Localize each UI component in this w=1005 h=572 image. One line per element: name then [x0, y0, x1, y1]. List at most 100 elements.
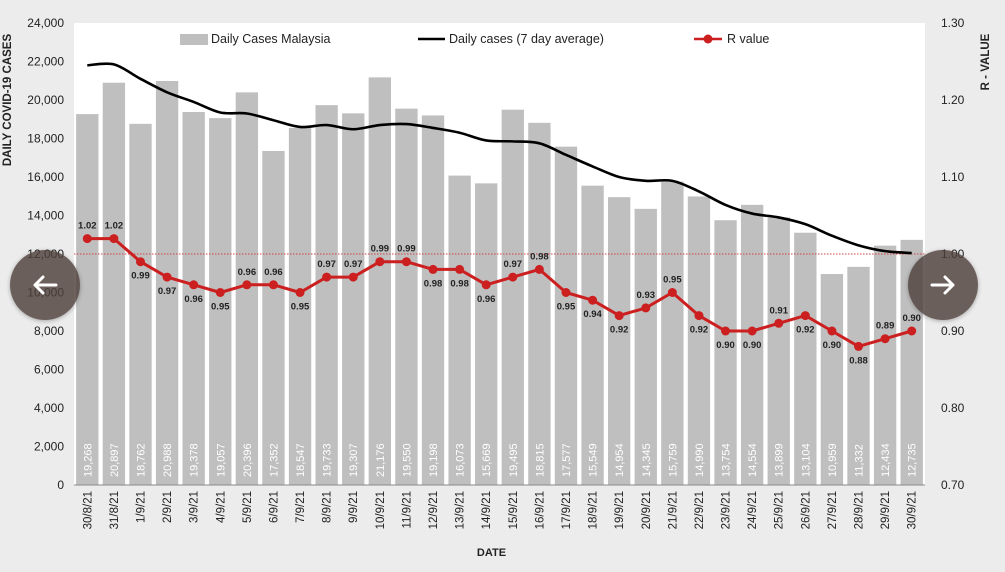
bar-value-label: 14,990 — [694, 443, 706, 477]
r-value-label: 0.98 — [530, 251, 549, 262]
x-tick-label: 29/9/21 — [880, 491, 892, 529]
y-tick-label: 18,000 — [27, 132, 64, 146]
bar — [421, 115, 445, 485]
bar-value-label: 20,396 — [242, 443, 254, 477]
r-value-label: 0.92 — [610, 325, 629, 336]
bar — [767, 217, 790, 485]
r-value-line — [87, 237, 913, 348]
bar-value-label: 19,198 — [428, 443, 440, 477]
r-value-label: 0.99 — [397, 244, 416, 255]
next-button[interactable] — [908, 250, 978, 320]
y-tick-label: 4,000 — [34, 401, 64, 415]
r-value-point — [854, 341, 864, 351]
r-value-point — [534, 264, 544, 274]
bar — [395, 108, 418, 485]
bar — [608, 197, 631, 485]
x-tick-label: 24/9/21 — [747, 491, 759, 529]
arrow-right-icon — [930, 275, 955, 295]
r-value-point — [907, 326, 917, 336]
legend-marker-r — [703, 34, 713, 44]
bar-value-label: 19,733 — [322, 443, 334, 477]
x-tick-label: 25/9/21 — [774, 491, 786, 529]
r-value-point — [481, 280, 491, 290]
bar — [794, 232, 817, 485]
y2-axis-title: R - VALUE — [980, 33, 992, 90]
r-value-label: 0.93 — [637, 290, 656, 301]
r-value-label: 0.97 — [158, 286, 177, 297]
r-value-point — [641, 303, 651, 313]
r-value-point — [295, 288, 305, 297]
bar — [634, 208, 657, 485]
bar-value-label: 19,378 — [189, 443, 201, 477]
bar-value-label: 14,345 — [641, 443, 653, 477]
r-value-label: 0.92 — [796, 325, 815, 336]
r-value-label: 0.97 — [504, 259, 523, 270]
x-tick-label: 30/8/21 — [82, 491, 94, 529]
bar — [847, 266, 870, 485]
legend-label-average: Daily cases (7 day average) — [449, 32, 604, 46]
r-value-label: 0.99 — [131, 271, 150, 282]
x-axis-title: DATE — [477, 547, 506, 559]
r-value-point — [827, 326, 837, 336]
r-value-point — [667, 288, 677, 297]
r-value-point — [721, 326, 731, 336]
x-tick-label: 7/9/21 — [295, 491, 307, 523]
y-tick-label: 8,000 — [34, 324, 64, 338]
y-tick-label: 24,000 — [27, 16, 64, 30]
bar — [129, 123, 152, 486]
bar — [315, 105, 338, 486]
bar-value-label: 13,754 — [721, 443, 733, 477]
r-value-label: 0.90 — [716, 340, 735, 351]
bar — [714, 220, 737, 485]
r-value-label: 1.02 — [78, 221, 97, 232]
r-value-label: 0.90 — [743, 340, 762, 351]
x-tick-label: 13/9/21 — [455, 491, 467, 529]
x-tick-label: 21/9/21 — [667, 491, 679, 529]
y2-tick-label: 1.20 — [941, 93, 965, 107]
x-tick-label: 4/9/21 — [215, 491, 227, 523]
r-value-label: 0.98 — [450, 278, 469, 289]
x-tick-label: 3/9/21 — [189, 491, 201, 523]
y-tick-label: 16,000 — [27, 170, 64, 184]
r-value-label: 1.02 — [105, 221, 124, 232]
r-value-label: 0.95 — [663, 275, 682, 286]
bar — [554, 146, 578, 485]
r-value-label: 0.96 — [477, 294, 496, 305]
previous-button[interactable] — [10, 250, 80, 320]
bar — [687, 196, 711, 485]
bar-value-label: 19,307 — [348, 443, 360, 477]
y-tick-label: 2,000 — [34, 440, 64, 454]
bar — [475, 183, 498, 485]
bar — [448, 175, 471, 485]
bar-value-label: 18,815 — [534, 443, 546, 477]
bar-value-label: 17,352 — [268, 443, 280, 477]
bar — [581, 185, 604, 485]
bar — [209, 118, 232, 486]
bar-value-label: 10,959 — [827, 443, 839, 477]
r-value-label: 0.94 — [583, 309, 602, 320]
x-tick-label: 16/9/21 — [534, 491, 546, 529]
x-tick-label: 6/9/21 — [268, 491, 280, 523]
x-tick-label: 17/9/21 — [561, 491, 573, 529]
bar-value-label: 17,577 — [561, 443, 573, 477]
y-tick-label: 14,000 — [27, 209, 64, 223]
bar-value-label: 12,434 — [880, 443, 892, 477]
x-tick-label: 26/9/21 — [800, 491, 812, 529]
r-value-point — [242, 280, 252, 290]
x-tick-label: 12/9/21 — [428, 491, 440, 529]
y2-tick-label: 0.80 — [941, 401, 965, 415]
y-tick-label: 20,000 — [27, 93, 64, 107]
r-value-label: 0.96 — [184, 294, 203, 305]
bar — [288, 127, 312, 486]
bar — [528, 122, 551, 485]
r-value-label: 0.97 — [317, 259, 336, 270]
r-value-point — [135, 257, 145, 267]
x-tick-label: 11/9/21 — [401, 491, 413, 529]
y-tick-label: 0 — [57, 478, 64, 492]
x-tick-label: 2/9/21 — [162, 491, 174, 523]
bar — [155, 80, 179, 485]
bar — [262, 150, 285, 485]
r-value-point — [508, 272, 518, 282]
bar — [740, 204, 764, 485]
